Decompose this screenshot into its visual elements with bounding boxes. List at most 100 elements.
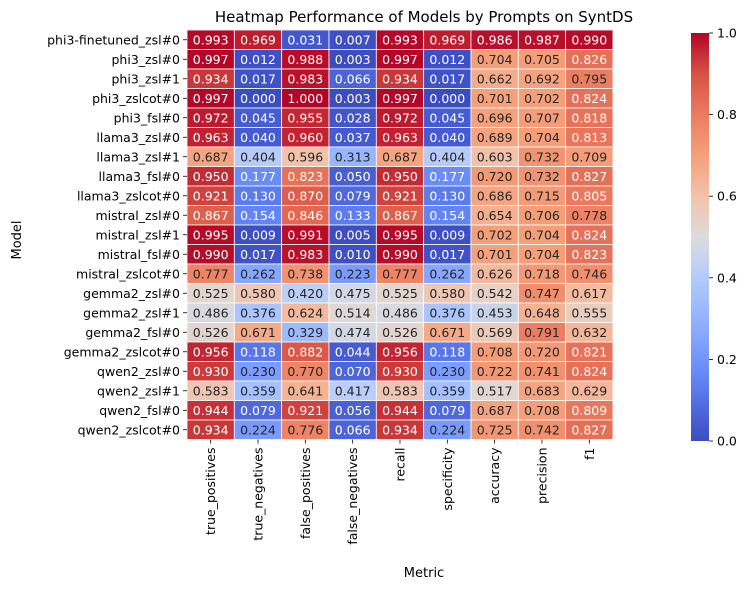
cell-value-label: 0.827 [571, 422, 607, 437]
x-axis-label: Metric [404, 566, 444, 581]
cell-value-label: 0.224 [429, 422, 465, 437]
cell-value-label: 0.420 [287, 286, 323, 301]
cell-value-label: 0.934 [382, 71, 418, 86]
row-label: qwen2_zsl#0 [97, 364, 180, 379]
cell-value-label: 0.044 [335, 344, 371, 359]
cell-value-label: 0.050 [335, 169, 371, 184]
cell-value-label: 0.555 [571, 305, 607, 320]
cell-value-label: 0.514 [335, 305, 371, 320]
cell-value-label: 0.702 [524, 91, 560, 106]
cell-value-label: 0.686 [477, 188, 513, 203]
cell-value-label: 0.583 [193, 383, 229, 398]
cell-value-label: 0.671 [240, 325, 276, 340]
colorbar-tick-label: 0.6 [717, 189, 737, 204]
cell-value-label: 0.732 [524, 149, 560, 164]
cell-value-label: 0.079 [335, 188, 371, 203]
row-label: phi3_zslcot#0 [92, 91, 180, 106]
cell-value-label: 0.704 [524, 247, 560, 262]
colorbar-tick-label: 1.0 [717, 26, 737, 41]
cell-value-label: 0.154 [429, 208, 465, 223]
cell-value-label: 0.997 [193, 91, 229, 106]
cell-value-label: 0.012 [429, 52, 465, 67]
cell-value-label: 0.956 [382, 344, 418, 359]
cell-value-label: 0.526 [193, 325, 229, 340]
row-label: llama3_zsl#1 [96, 149, 180, 164]
cell-value-label: 0.017 [240, 247, 276, 262]
row-label: llama3_zslcot#0 [77, 188, 180, 203]
cell-value-label: 0.997 [382, 52, 418, 67]
cell-value-label: 0.404 [429, 149, 465, 164]
cell-value-label: 0.963 [193, 130, 229, 145]
chart-title: Heatmap Performance of Models by Prompts… [215, 8, 633, 26]
cell-value-label: 0.037 [335, 130, 371, 145]
cell-value-label: 0.882 [287, 344, 323, 359]
row-label: phi3_zsl#0 [111, 52, 180, 67]
cell-value-label: 1.000 [287, 91, 323, 106]
cell-value-label: 0.223 [335, 266, 371, 281]
cell-value-label: 0.846 [287, 208, 323, 223]
cell-value-label: 0.603 [477, 149, 513, 164]
heatmap-cells: 0.993 0.969 0.031 0.007 0.993 0.969 0.986 0.987… [186, 29, 614, 440]
cell-value-label: 0.580 [240, 286, 276, 301]
cell-value-label: 0.017 [240, 71, 276, 86]
cell-value-label: 0.944 [193, 403, 229, 418]
cell-value-label: 0.921 [287, 403, 323, 418]
cell-value-label: 0.747 [524, 286, 560, 301]
cell-value-label: 0.262 [240, 266, 276, 281]
cell-value-label: 0.823 [287, 169, 323, 184]
cell-value-label: 0.486 [382, 305, 418, 320]
cell-value-label: 0.990 [193, 247, 229, 262]
cell-value-label: 0.453 [477, 305, 513, 320]
cell-value-label: 0.230 [429, 364, 465, 379]
cell-value-label: 0.991 [287, 227, 323, 242]
cell-value-label: 0.070 [335, 364, 371, 379]
colorbar: 0.0 0.2 0.4 0.6 0.8 1.0 [691, 26, 737, 449]
cell-value-label: 0.626 [477, 266, 513, 281]
cell-value-label: 0.031 [287, 32, 323, 47]
cell-value-label: 0.009 [429, 227, 465, 242]
cell-value-label: 0.045 [429, 110, 465, 125]
colorbar-tick-label: 0.4 [717, 270, 737, 285]
cell-value-label: 0.692 [524, 71, 560, 86]
column-label: precision [534, 448, 549, 504]
cell-value-label: 0.969 [429, 32, 465, 47]
cell-value-label: 0.701 [477, 91, 513, 106]
cell-value-label: 0.707 [524, 110, 560, 125]
cell-value-label: 0.997 [382, 91, 418, 106]
cell-value-label: 0.956 [193, 344, 229, 359]
cell-value-label: 0.738 [287, 266, 323, 281]
cell-value-label: 0.224 [240, 422, 276, 437]
cell-value-label: 0.720 [524, 344, 560, 359]
cell-value-label: 0.262 [429, 266, 465, 281]
colorbar-tick-label: 0.8 [717, 107, 737, 122]
cell-value-label: 0.696 [477, 110, 513, 125]
cell-value-label: 0.003 [335, 91, 371, 106]
cell-value-label: 0.715 [524, 188, 560, 203]
cell-value-label: 0.154 [240, 208, 276, 223]
cell-value-label: 0.066 [335, 71, 371, 86]
row-label: phi3_fsl#0 [114, 110, 180, 125]
cell-value-label: 0.983 [287, 247, 323, 262]
cell-value-label: 0.997 [193, 52, 229, 67]
column-label: true_positives [203, 448, 218, 535]
cell-value-label: 0.687 [382, 149, 418, 164]
row-label: llama3_zsl#0 [96, 130, 180, 145]
cell-value-label: 0.542 [477, 286, 513, 301]
cell-value-label: 0.870 [287, 188, 323, 203]
row-label: gemma2_fsl#0 [85, 325, 180, 340]
cell-value-label: 0.770 [287, 364, 323, 379]
cell-value-label: 0.791 [524, 325, 560, 340]
cell-value-label: 0.404 [240, 149, 276, 164]
row-label: gemma2_zsl#0 [83, 286, 180, 301]
column-label: accuracy [487, 447, 502, 504]
row-label: qwen2_fsl#0 [99, 403, 180, 418]
cell-value-label: 0.654 [477, 208, 513, 223]
cell-value-label: 0.955 [287, 110, 323, 125]
column-label: false_positives [298, 448, 313, 540]
cell-value-label: 0.995 [193, 227, 229, 242]
cell-value-label: 0.818 [571, 110, 607, 125]
cell-value-label: 0.624 [287, 305, 323, 320]
cell-value-label: 0.376 [429, 305, 465, 320]
cell-value-label: 0.867 [193, 208, 229, 223]
